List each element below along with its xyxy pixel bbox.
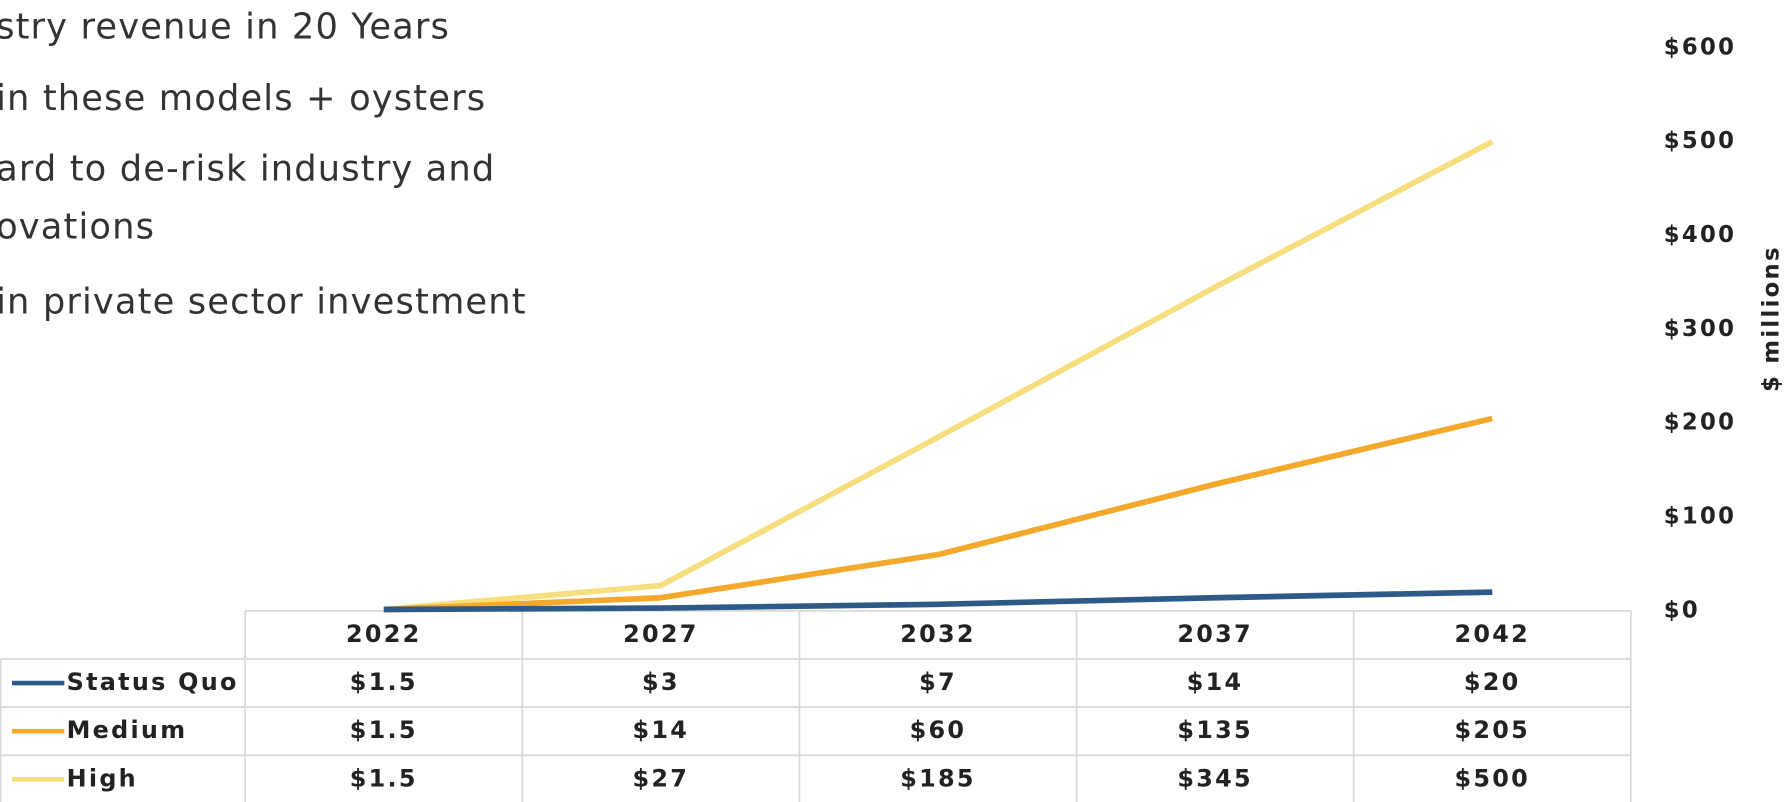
table-cell: $1.5 [350,668,418,696]
table-cell: $1.5 [350,764,418,792]
y-tick-label: $100 [1664,504,1736,530]
bullet-text: in private sector investment [0,282,527,323]
table-cell: $20 [1464,668,1521,696]
x-tick-label: 2022 [346,620,422,648]
y-tick-label: $400 [1664,222,1736,248]
y-tick-label: $300 [1664,316,1736,342]
table-cell: $60 [910,716,967,744]
bullet-text: in these models + oysters [0,78,486,119]
x-tick-label: 2037 [1177,620,1253,648]
table-cell: $1.5 [350,716,418,744]
legend-label: High [67,764,138,792]
table-cell: $7 [919,668,957,696]
y-axis-label: $ millions [1758,245,1784,392]
legend-label: Medium [67,716,188,744]
bullet-text: ovations [0,207,155,248]
table-cell: $3 [642,668,680,696]
y-tick-label: $200 [1664,410,1736,436]
table-cell: $185 [900,764,976,792]
y-tick-label: $500 [1664,128,1736,154]
table-cell: $135 [1177,716,1253,744]
x-tick-label: 2032 [900,620,976,648]
table-cell: $345 [1177,764,1253,792]
series-line [383,139,1494,613]
bullet-text: stry revenue in 20 Years [0,6,450,47]
table-cell: $205 [1454,716,1530,744]
x-tick-label: 2027 [623,620,699,648]
x-tick-label: 2042 [1454,620,1530,648]
series-line [383,415,1493,613]
y-tick-label: $0 [1664,597,1700,623]
table-cell: $14 [1187,668,1244,696]
series-line [383,589,1493,613]
table-cell: $14 [633,716,690,744]
bullet-text: ard to de-risk industry and [0,149,495,190]
table-cell: $27 [633,764,690,792]
table-cell: $500 [1454,764,1530,792]
legend-label: Status Quo [67,668,239,696]
y-tick-label: $600 [1664,34,1736,60]
